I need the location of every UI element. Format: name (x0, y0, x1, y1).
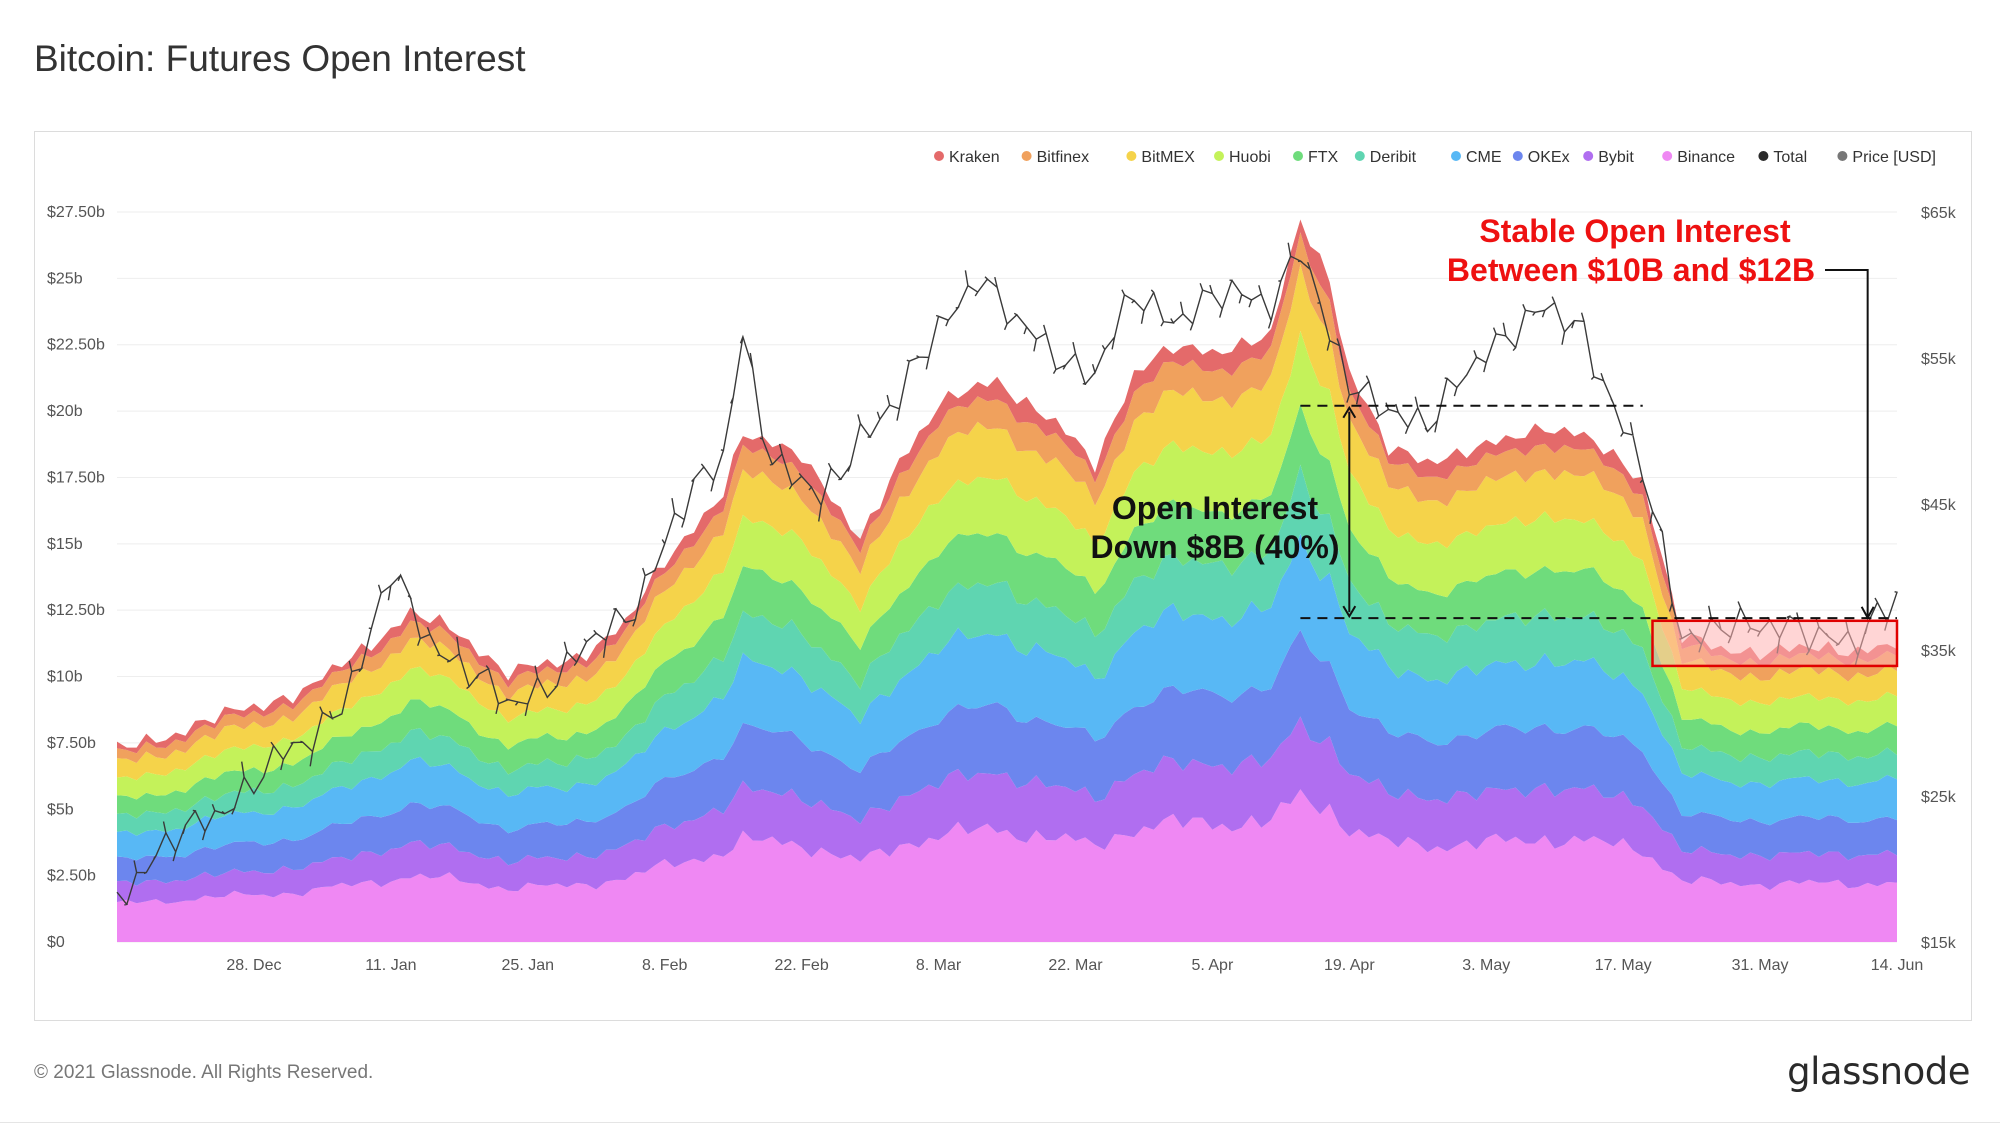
price-line (116, 242, 1898, 906)
y-right-tick-label: $65k (1921, 205, 1957, 222)
x-tick-label: 11. Jan (365, 957, 416, 974)
legend-label: OKEx (1528, 149, 1570, 166)
axes: $0 $2.50b $5b $7.50b $10b $12.50b $15b $17.50b $… (47, 204, 1957, 974)
x-tick-label: 25. Jan (502, 957, 554, 974)
x-tick-label: 14. Jun (1871, 957, 1923, 974)
legend-swatch-deribit (1354, 151, 1365, 161)
y-left-tick-label: $0 (47, 934, 65, 951)
legend: Price [USD] Total Binance Bybit OKEx CME Derib… (934, 149, 1936, 166)
x-tick-label: 17. May (1595, 957, 1652, 974)
legend-label: Kraken (949, 149, 1000, 166)
legend-label: Price [USD] (1852, 149, 1936, 166)
y-right-tick-label: $25k (1921, 789, 1957, 806)
legend-swatch-kraken (934, 151, 944, 161)
legend-label: Bitfinex (1037, 149, 1089, 166)
area-huobi (117, 330, 1897, 800)
legend-swatch-ftx (1293, 151, 1303, 161)
y-right-tick-label: $45k (1921, 497, 1957, 514)
legend-label: BitMEX (1141, 149, 1195, 166)
drop-annotation-line1: Open Interest (1112, 490, 1319, 526)
legend-swatch-bitfinex (1021, 151, 1032, 161)
x-tick-label: 19. Apr (1324, 957, 1375, 974)
y-right-tick-label: $15k (1921, 935, 1957, 952)
area-bitfinex (117, 232, 1897, 764)
y-left-tick-label: $5b (47, 801, 74, 818)
legend-swatch-okex (1512, 151, 1523, 161)
bottom-divider (0, 1122, 2000, 1123)
legend-swatch-cme (1451, 151, 1461, 161)
area-deribit (117, 464, 1897, 836)
y-left-tick-label: $22.50b (47, 337, 105, 354)
legend-label: Total (1773, 149, 1807, 166)
legend-label: Binance (1677, 149, 1735, 166)
legend-label: Deribit (1370, 149, 1417, 166)
legend-swatch-price-usd- (1837, 151, 1848, 161)
y-left-tick-label: $12.50b (47, 602, 105, 619)
y-left-tick-label: $2.50b (47, 868, 96, 885)
drop-arrow-head-down (1342, 605, 1357, 619)
y-left-tick-label: $27.50b (47, 204, 105, 221)
stable-annotation-line2: Between $10B and $12B (1447, 252, 1815, 288)
y-left-tick-label: $17.50b (47, 469, 105, 486)
area-okex (117, 629, 1897, 886)
legend-swatch-bitmex (1126, 151, 1137, 161)
y-left-tick-label: $15b (47, 536, 83, 553)
x-tick-label: 31. May (1732, 957, 1789, 974)
y-left-tick-label: $10b (47, 669, 83, 686)
stable-annotation-line1: Stable Open Interest (1479, 213, 1791, 249)
legend-swatch-huobi (1214, 151, 1224, 161)
copyright-footer: © 2021 Glassnode. All Rights Reserved. (34, 1062, 374, 1083)
stacked-areas (117, 219, 1897, 942)
legend-label: FTX (1308, 149, 1339, 166)
legend-swatch-bybit (1583, 151, 1594, 161)
legend-label: Huobi (1229, 149, 1271, 166)
y-right-tick-label: $35k (1921, 643, 1957, 660)
y-left-tick-label: $7.50b (47, 735, 96, 752)
x-tick-label: 28. Dec (226, 957, 281, 974)
stable-oi-box (1651, 619, 1899, 668)
glassnode-logo: glassnode (1787, 1050, 1970, 1093)
legend-swatch-total (1758, 151, 1769, 161)
stable-pointer-line (1825, 269, 1869, 617)
legend-label: Bybit (1598, 149, 1634, 166)
stable-pointer-arrow-head (1860, 606, 1875, 620)
drop-annotation-line2: Down $8B (40%) (1091, 529, 1340, 565)
drop-arrow-head-up (1342, 405, 1357, 419)
open-interest-chart: glassnode $0$2.50b$5b$7.50b$10b$12.50b$1… (47, 149, 1957, 974)
price-series (116, 242, 1898, 906)
y-right-tick-label: $55k (1921, 351, 1957, 368)
y-left-tick-label: $25b (47, 270, 83, 287)
legend-label: CME (1466, 149, 1502, 166)
area-binance (117, 789, 1897, 942)
x-tick-label: 8. Feb (642, 957, 687, 974)
page-title: Bitcoin: Futures Open Interest (34, 38, 526, 79)
x-tick-label: 5. Apr (1191, 957, 1233, 974)
area-bybit (117, 716, 1897, 904)
area-cme (117, 533, 1897, 861)
legend-swatch-binance (1662, 151, 1673, 161)
x-tick-label: 8. Mar (916, 957, 962, 974)
y-left-tick-label: $20b (47, 403, 83, 420)
x-tick-label: 22. Feb (774, 957, 828, 974)
x-tick-label: 3. May (1462, 957, 1510, 974)
chart-panel: glassnode $0$2.50b$5b$7.50b$10b$12.50b$1… (34, 131, 1972, 1021)
area-ftx (117, 404, 1897, 819)
area-bitmex (117, 264, 1897, 781)
x-tick-label: 22. Mar (1048, 957, 1103, 974)
